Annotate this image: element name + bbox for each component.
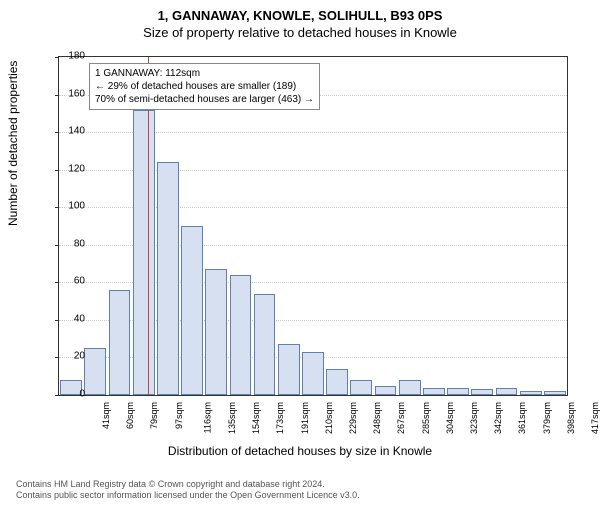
histogram-bar (326, 369, 348, 395)
ytick-label: 80 (55, 238, 85, 249)
footer-attribution: Contains HM Land Registry data © Crown c… (16, 479, 360, 502)
footer-line2: Contains public sector information licen… (16, 490, 360, 502)
histogram-bar (350, 380, 372, 395)
xtick-label: 97sqm (174, 402, 184, 429)
xtick-label: 191sqm (300, 402, 310, 434)
histogram-bar (375, 386, 397, 395)
histogram-bar (254, 294, 276, 395)
histogram-bar (471, 389, 493, 395)
annotation-box: 1 GANNAWAY: 112sqm← 29% of detached hous… (89, 63, 320, 110)
ytick-label: 120 (55, 163, 85, 174)
ytick-label: 60 (55, 276, 85, 287)
x-axis-label: Distribution of detached houses by size … (0, 444, 600, 458)
histogram-bar (133, 110, 155, 395)
xtick-label: 323sqm (469, 402, 479, 434)
histogram-bar (399, 380, 421, 395)
histogram-bar (278, 344, 300, 395)
xtick-label: 342sqm (493, 402, 503, 434)
ytick-label: 100 (55, 201, 85, 212)
xtick-label: 361sqm (517, 402, 527, 434)
ytick-label: 40 (55, 313, 85, 324)
ytick-label: 160 (55, 88, 85, 99)
histogram-bar (230, 275, 252, 395)
y-axis-label: Number of detached properties (6, 61, 20, 226)
xtick-label: 398sqm (566, 402, 576, 434)
histogram-bar (496, 388, 518, 396)
xtick-label: 173sqm (275, 402, 285, 434)
ytick-label: 0 (55, 389, 85, 400)
xtick-label: 417sqm (590, 402, 600, 434)
histogram-bar (302, 352, 324, 395)
annotation-line2: ← 29% of detached houses are smaller (18… (95, 80, 314, 93)
xtick-label: 116sqm (202, 402, 212, 433)
histogram-bar (84, 348, 106, 395)
ytick-label: 180 (55, 51, 85, 62)
annotation-line3: 70% of semi-detached houses are larger (… (95, 93, 314, 106)
histogram-bar (157, 162, 179, 395)
footer-line1: Contains HM Land Registry data © Crown c… (16, 479, 360, 491)
xtick-label: 304sqm (445, 402, 455, 434)
xtick-label: 210sqm (324, 402, 334, 434)
xtick-label: 379sqm (542, 402, 552, 434)
xtick-label: 267sqm (396, 402, 406, 434)
xtick-label: 229sqm (348, 402, 358, 434)
histogram-bar (181, 226, 203, 395)
chart-title-address: 1, GANNAWAY, KNOWLE, SOLIHULL, B93 0PS (0, 8, 600, 23)
xtick-label: 60sqm (125, 402, 135, 429)
chart-title-desc: Size of property relative to detached ho… (0, 25, 600, 40)
histogram-bar (205, 269, 227, 395)
annotation-line1: 1 GANNAWAY: 112sqm (95, 67, 314, 80)
xtick-label: 154sqm (251, 402, 261, 434)
ytick-label: 20 (55, 351, 85, 362)
histogram-bar (447, 388, 469, 396)
xtick-label: 285sqm (421, 402, 431, 434)
histogram-bar (109, 290, 131, 395)
xtick-label: 41sqm (101, 402, 111, 429)
xtick-label: 79sqm (149, 402, 159, 429)
histogram-bar (544, 391, 566, 395)
ytick-label: 140 (55, 126, 85, 137)
xtick-label: 248sqm (372, 402, 382, 434)
histogram-bar (520, 391, 542, 395)
xtick-label: 135sqm (227, 402, 237, 434)
plot-area: 1 GANNAWAY: 112sqm← 29% of detached hous… (58, 56, 568, 396)
histogram-bar (423, 388, 445, 396)
